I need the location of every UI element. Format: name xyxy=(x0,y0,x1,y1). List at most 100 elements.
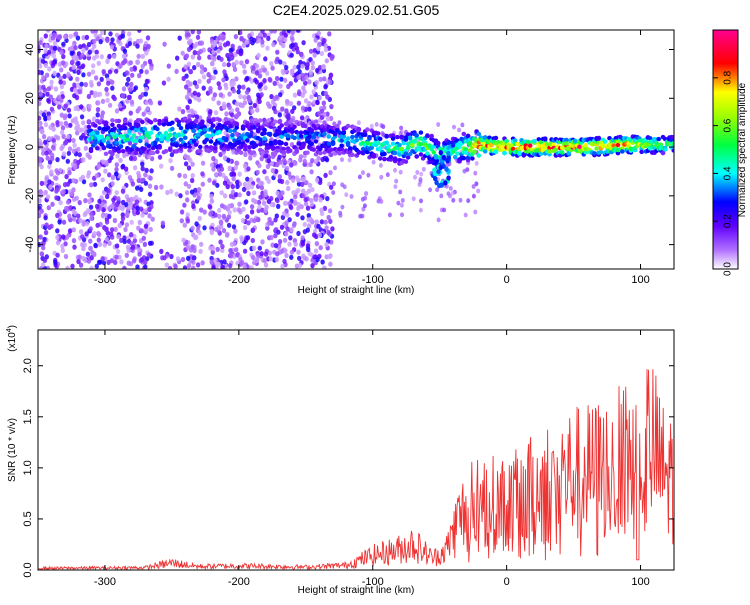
spectrogram-cell xyxy=(57,104,62,110)
spectrogram-cell xyxy=(341,134,347,139)
spectrogram-cell xyxy=(188,69,194,75)
spectrogram-cell xyxy=(44,150,49,156)
spectrogram-cell xyxy=(89,90,94,96)
spectrogram-cell xyxy=(40,58,46,64)
spectrogram-cell xyxy=(185,245,191,251)
spectrogram-cell xyxy=(247,145,252,150)
spectrogram-cell xyxy=(257,32,263,38)
spectrogram-cell xyxy=(229,241,235,247)
spectrogram-cell xyxy=(273,139,278,144)
spectrogram-cell xyxy=(211,96,216,102)
spectrogram-cell xyxy=(200,260,205,266)
spectrogram-cell xyxy=(193,142,199,147)
spectrogram-cell xyxy=(79,104,84,110)
snr-y-tick-label: 0.5 xyxy=(22,511,34,526)
spectrogram-cell xyxy=(450,190,455,196)
spectrogram-cell xyxy=(258,147,263,153)
spectrogram-cell xyxy=(65,158,71,164)
spectrogram-cell xyxy=(135,185,140,191)
spectrogram-cell xyxy=(583,143,589,148)
spectrogram-cell xyxy=(143,180,149,186)
spectrogram-cell xyxy=(639,149,644,155)
spectrogram-cell xyxy=(126,76,131,82)
spectrogram-cell xyxy=(315,99,320,105)
spectrogram-cell xyxy=(200,181,205,187)
spectrogram-cell xyxy=(123,226,128,233)
spectrogram-cell xyxy=(517,150,522,156)
spectrogram-cell xyxy=(186,155,191,161)
spectrogram-cell xyxy=(216,261,221,267)
spectrogram-cell xyxy=(150,216,155,222)
spectrogram-cell xyxy=(178,143,184,149)
spectrogram-cell xyxy=(190,30,195,35)
spectrogram-cell xyxy=(291,190,296,196)
spectrogram-cell xyxy=(521,153,527,158)
spectrogram-cell xyxy=(211,245,216,251)
spectrogram-cell xyxy=(153,184,159,191)
spectrogram-cell xyxy=(288,101,294,107)
spectrogram-cell xyxy=(122,48,128,54)
spectrogram-cell xyxy=(38,209,43,215)
spectrogram-cell xyxy=(398,131,403,136)
spectrogram-cell xyxy=(100,98,106,104)
spectrogram-cell xyxy=(427,143,432,149)
spectrogram-cell xyxy=(290,177,296,183)
spectrogram-cell xyxy=(265,225,270,231)
spectrogram-cell xyxy=(433,176,438,182)
spectrogram-cell xyxy=(140,212,145,218)
spectrogram-cell xyxy=(319,219,325,225)
spectrogram-cell xyxy=(295,211,300,217)
spectrogram-cell xyxy=(283,248,288,254)
spectrogram-cell xyxy=(281,30,287,36)
spectrogram-cell xyxy=(46,115,52,121)
spectrogram-cell xyxy=(106,188,111,194)
spectrogram-cell xyxy=(94,49,99,55)
spectrogram-cell xyxy=(399,125,404,131)
spectrogram-cell xyxy=(245,176,250,182)
spectrogram-cell xyxy=(180,109,186,115)
spectrogram-cell xyxy=(502,150,507,156)
spectrogram-cell xyxy=(107,172,112,178)
spectrogram-cell xyxy=(43,180,48,186)
spectrogram-cell xyxy=(212,92,218,98)
spectrogram-cell xyxy=(42,236,47,242)
spectrogram-cell xyxy=(227,165,232,171)
spectrogram-cell xyxy=(183,54,189,60)
spectrogram-cell xyxy=(105,125,111,131)
spectrogram-cell xyxy=(140,135,145,140)
spectrogram-cell xyxy=(58,79,63,85)
spectrogram-cell xyxy=(493,149,499,154)
spectrogram-cell xyxy=(354,138,360,143)
spectrogram-cell xyxy=(155,149,160,154)
spectrogram-cell xyxy=(114,166,119,173)
snr-exponent-close: ) xyxy=(7,325,18,328)
spectrogram-cell xyxy=(306,246,311,253)
spectrogram-cell xyxy=(266,198,272,204)
spectrogram-cell xyxy=(242,265,247,269)
spectrogram-cell xyxy=(463,212,468,218)
spectrogram-cell xyxy=(242,94,247,101)
spectrogram-cell xyxy=(429,133,435,139)
spectrogram-cell xyxy=(130,181,136,187)
spectrogram-cell xyxy=(135,147,141,152)
spectrogram-cell xyxy=(130,72,135,78)
spectrogram-cell xyxy=(313,139,319,144)
spectrogram-cell xyxy=(84,231,89,237)
spectrogram-cell xyxy=(61,60,66,66)
spectrogram-cell xyxy=(129,232,134,238)
spectrogram-cell xyxy=(435,187,440,193)
spectrogram-cell xyxy=(296,187,301,194)
spectrogram-cell xyxy=(233,34,239,40)
spectrogram-cell xyxy=(445,162,450,168)
spectrogram-cell xyxy=(116,196,121,202)
spectrogram-cell xyxy=(120,164,125,170)
spectrogram-cell xyxy=(96,237,102,243)
spectrogram-cell xyxy=(114,171,119,177)
spectrogram-cell xyxy=(62,73,67,79)
spectrogram-cell xyxy=(231,171,236,177)
spectrogram-cell xyxy=(431,150,437,155)
spectrogram-cell xyxy=(260,207,265,213)
spectrogram-cell xyxy=(46,86,51,92)
spectrogram-cell xyxy=(104,226,109,232)
spectrogram-cell xyxy=(307,182,313,188)
